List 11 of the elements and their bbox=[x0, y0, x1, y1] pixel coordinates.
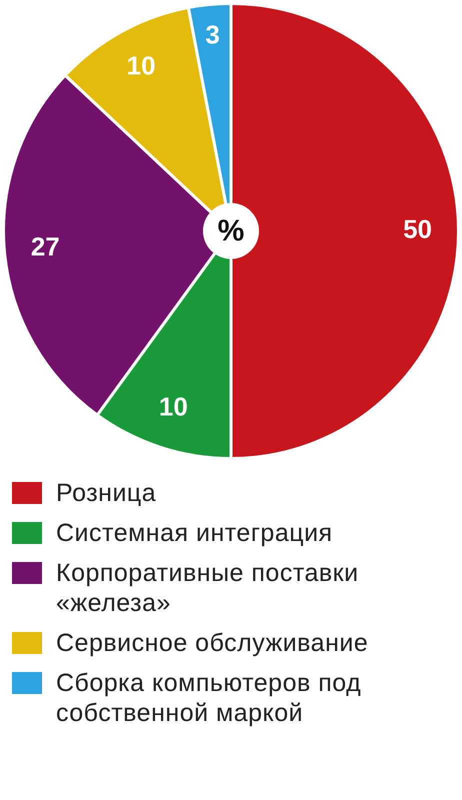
data-label: 10 bbox=[158, 392, 188, 422]
legend-label: Розница bbox=[56, 478, 156, 508]
legend-label: Сборка компьютеров под собственной маркой bbox=[56, 668, 362, 728]
legend-label: Системная интеграция bbox=[56, 518, 333, 548]
data-label: 10 bbox=[126, 50, 156, 81]
data-label: 27 bbox=[30, 232, 60, 262]
legend-label: Корпоративные поставки «железа» bbox=[56, 558, 360, 618]
legend-label: Сервисное обслуживание bbox=[56, 628, 368, 658]
data-label: 50 bbox=[403, 214, 432, 244]
data-label: 3 bbox=[205, 19, 220, 50]
text: % bbox=[218, 214, 244, 248]
